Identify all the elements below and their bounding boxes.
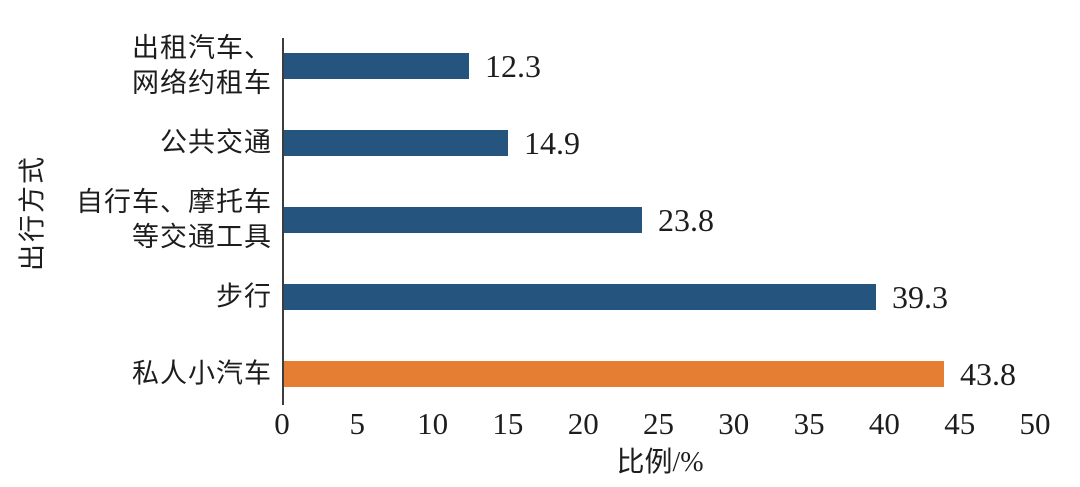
x-tick-label: 50 bbox=[1019, 406, 1051, 441]
x-tick-label: 40 bbox=[868, 406, 900, 441]
x-tick-label: 0 bbox=[274, 406, 290, 441]
x-axis-title: 比例/% bbox=[616, 447, 704, 478]
bar-value-label: 43.8 bbox=[960, 356, 1016, 392]
bar-value-label: 12.3 bbox=[485, 48, 541, 84]
x-tick-label: 15 bbox=[492, 406, 524, 441]
y-axis-line bbox=[282, 38, 284, 405]
y-axis-title: 出行方式 bbox=[17, 155, 48, 271]
category-label: 公共交通 bbox=[160, 127, 272, 158]
bar bbox=[284, 207, 642, 233]
x-tick-label: 5 bbox=[349, 406, 366, 441]
x-tick-label: 30 bbox=[718, 406, 750, 441]
bar bbox=[284, 361, 944, 387]
x-tick-label: 35 bbox=[793, 406, 825, 441]
bar bbox=[284, 53, 469, 79]
x-tick-label: 25 bbox=[643, 406, 674, 441]
x-tick-label: 45 bbox=[944, 406, 976, 441]
bar-value-label: 23.8 bbox=[658, 202, 714, 238]
category-label: 自行车、摩托车 等交通工具 bbox=[76, 187, 272, 252]
bar-value-label: 14.9 bbox=[524, 125, 580, 161]
bar-value-label: 39.3 bbox=[892, 279, 948, 315]
category-label: 出租汽车、 网络约租车 bbox=[132, 33, 272, 98]
bar bbox=[284, 130, 508, 156]
x-tick-label: 10 bbox=[417, 406, 449, 441]
category-label: 步行 bbox=[216, 281, 272, 312]
bar bbox=[284, 284, 876, 310]
x-tick-label: 20 bbox=[567, 406, 599, 441]
category-label: 私人小汽车 bbox=[132, 358, 272, 389]
